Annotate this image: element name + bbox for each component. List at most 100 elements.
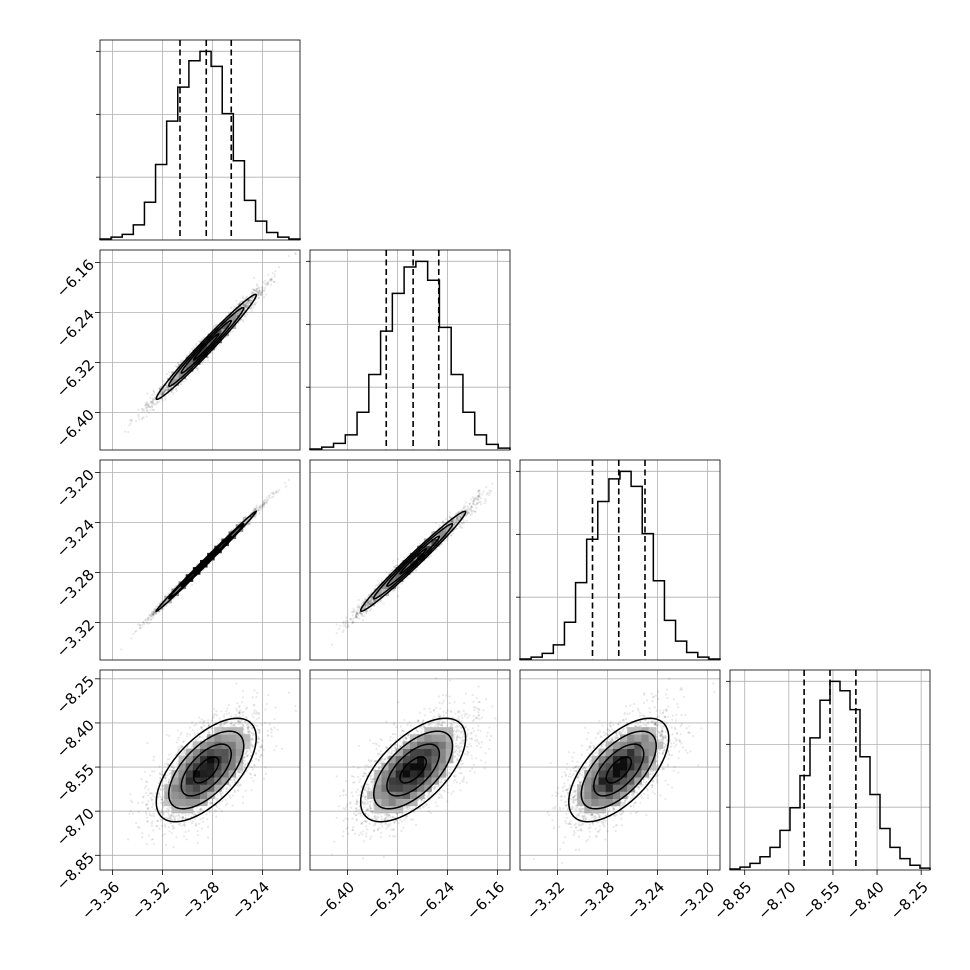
density-2-1-shading [374,524,454,597]
density-panel-2-1 [309,459,511,661]
density-point [241,319,245,322]
density-point [256,287,259,290]
density-point [138,627,142,630]
density-point [256,287,259,290]
density-point [372,604,376,607]
density-point [258,507,262,510]
density-point [261,503,265,506]
density-point [367,602,370,605]
density-point [365,602,368,605]
density-point [253,516,256,519]
density-point [144,619,147,622]
density-point [382,602,385,605]
density-point [213,324,216,328]
density-point [244,304,247,307]
density-point [360,611,363,614]
density-point [260,293,263,296]
density-point [369,609,372,612]
density-point [218,343,221,347]
density-point [198,340,201,343]
density-point [179,383,182,386]
density-point [180,383,183,386]
density-point [372,599,375,602]
density-point [465,519,468,522]
density-point [140,626,143,629]
density-point [160,600,163,603]
density-point [361,602,365,605]
density-point [155,612,158,615]
density-point [267,495,270,498]
density-point [253,507,256,510]
density-point [351,614,354,617]
density-point [120,648,123,651]
density-point [253,288,256,291]
density-point [166,388,169,392]
density-point [395,564,398,567]
density-point [371,595,374,598]
density-point [348,618,352,621]
density-point [190,583,193,587]
density-point [274,491,278,494]
density-point [455,521,458,524]
density-panel-1-0 [99,249,301,451]
density-2-1-contour-1 [386,535,441,588]
density-point [132,632,135,636]
density-point [167,388,170,391]
density-point [245,304,248,307]
density-point [350,618,353,621]
density-point [158,400,161,403]
density-point [148,613,151,617]
density-point [157,395,161,398]
density-point [370,602,374,605]
density-point [245,296,248,299]
density-point [356,612,359,615]
density-point [170,390,173,393]
density-point [146,409,149,413]
density-point [265,496,268,499]
density-point [349,617,352,620]
density-point [153,611,156,614]
density-point [368,593,371,596]
density-point [472,499,475,502]
density-point [149,405,152,409]
density-point [476,490,479,494]
density-point [260,504,264,508]
density-point [367,600,370,604]
density-point [403,556,406,559]
density-point [337,627,341,630]
density-point [364,604,367,607]
density-point [270,277,273,281]
density-point [477,494,480,497]
density-point [451,519,455,523]
density-point [370,599,373,602]
density-point [151,399,155,403]
density-point [342,629,345,632]
density-point [459,526,462,529]
density-point [143,622,146,626]
density-point [269,279,272,282]
density-point [254,289,257,292]
density-point [142,416,145,419]
density-point [203,336,206,339]
density-point [245,305,248,308]
density-point [460,514,464,517]
density-point [366,604,369,608]
density-point [150,406,154,409]
density-point [164,388,167,392]
density-point [350,610,354,614]
density-point [367,601,370,605]
density-point [258,506,261,509]
density-point [392,565,396,568]
density-point [141,417,144,421]
hist-2-steps [519,470,721,660]
density-point [174,585,177,588]
density-point [471,512,474,515]
density-point [256,712,259,715]
density-point [264,279,267,282]
density-point [258,291,261,294]
density-point [352,617,355,620]
density-point [455,518,458,522]
density-point [344,619,347,622]
density-point [129,419,133,422]
density-point [463,504,466,507]
